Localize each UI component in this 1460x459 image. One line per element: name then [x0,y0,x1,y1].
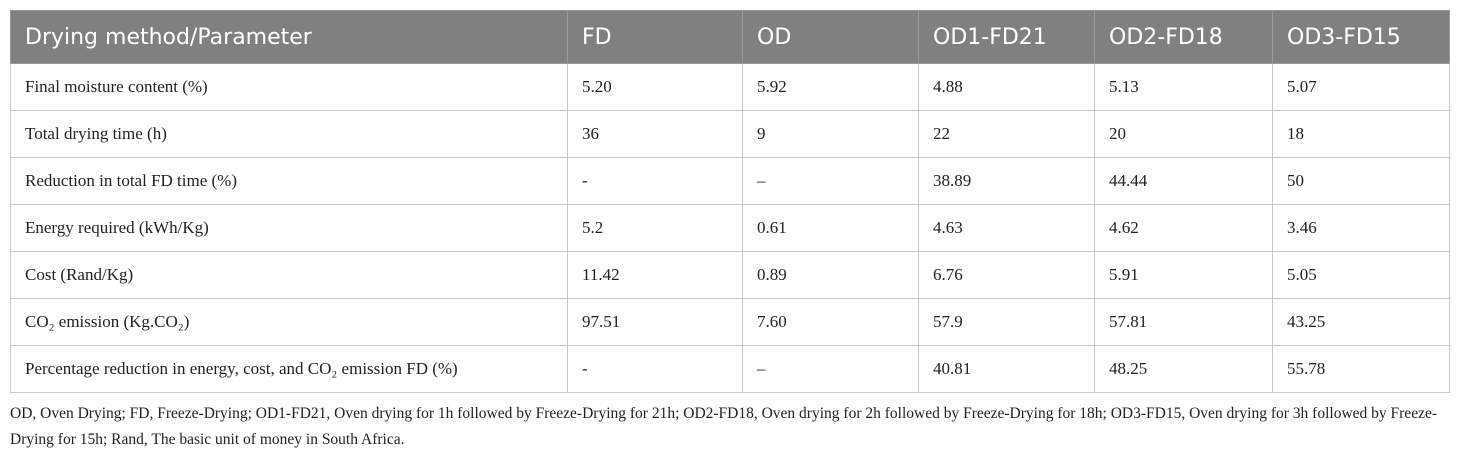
table-cell: Cost (Rand/Kg) [10,251,568,299]
table-cell: Reduction in total FD time (%) [10,157,568,205]
table-row: Reduction in total FD time (%) - –38.89 44.… [10,157,1450,205]
table-cell: 48.25 [1094,345,1273,393]
table-cell: 7.60 [742,298,919,346]
table-cell: 44.44 [1094,157,1273,205]
table-cell: 3.46 [1272,204,1450,252]
table-cell: - [567,157,743,205]
table-cell: Total drying time (h) [10,110,568,158]
table-cell: - [567,345,743,393]
table-cell: 5.07 [1272,63,1450,111]
table-cell: 5.92 [742,63,919,111]
table-cell: 36 [567,110,743,158]
table-cell: Energy required (kWh/Kg) [10,204,568,252]
table-cell: – [742,157,919,205]
footnote: OD, Oven Drying; FD, Freeze-Drying; OD1-… [10,405,1437,448]
table-cell: 22 [918,110,1095,158]
table-body: Final moisture content (%) 5.20 5.92 4.88 5.… [10,63,1450,393]
table-cell: 38.89 [918,157,1095,205]
table-row: CO₂ emission (Kg.CO₂) 97.51 7.60 57.9 57.81 4… [10,298,1450,346]
table-row: Total drying time (h) 36 9 22 20 18 [10,110,1450,158]
table-cell: 0.89 [742,251,919,299]
table-cell: 11.42 [567,251,743,299]
table-cell: 40.81 [918,345,1095,393]
header-cell: Drying method/Parameter [10,10,568,64]
table-cell: CO₂ emission (Kg.CO₂) [10,298,568,346]
table-cell: 43.25 [1272,298,1450,346]
table-cell: Final moisture content (%) [10,63,568,111]
header-cell: FD [567,10,743,64]
table-cell: 97.51 [567,298,743,346]
header-cell: OD2-FD18 [1094,10,1273,64]
table-cell: 20 [1094,110,1273,158]
table-cell: 4.88 [918,63,1095,111]
table-cell: 5.20 [567,63,743,111]
header-cell: OD1-FD21 [918,10,1095,64]
table-cell: 55.78 [1272,345,1450,393]
table-row: Energy required (kWh/Kg) 5.2 0.61 4.63 4.62 3… [10,204,1450,252]
table-cell: 57.81 [1094,298,1273,346]
table-cell: 9 [742,110,919,158]
table-cell: Percentage reduction in energy, cost, an… [10,345,568,393]
table-cell: 5.05 [1272,251,1450,299]
table-cell: 5.2 [567,204,743,252]
table-cell: 4.63 [918,204,1095,252]
table-cell: – [742,345,919,393]
table-row: Percentage reduction in energy, cost, an… [10,345,1450,393]
table-row: Cost (Rand/Kg) 11.42 0.89 6.76 5.91 5.05 [10,251,1450,299]
table: Drying method/Parameter FD OD OD1-FD21 OD2-F… [10,10,1450,393]
table-cell: 18 [1272,110,1450,158]
header-cell: OD [742,10,919,64]
header-row: Drying method/Parameter FD OD OD1-FD21 OD2-F… [10,10,1450,64]
table-cell: 6.76 [918,251,1095,299]
table-row: Final moisture content (%) 5.20 5.92 4.88 5.… [10,63,1450,111]
table-cell: 57.9 [918,298,1095,346]
table-cell: 0.61 [742,204,919,252]
table-wrap: Drying method/Parameter FD OD OD1-FD21 OD2-F… [10,10,1450,393]
table-cell: 5.13 [1094,63,1273,111]
table-cell: 5.91 [1094,251,1273,299]
header-cell: OD3-FD15 [1272,10,1450,64]
table-cell: 4.62 [1094,204,1273,252]
table-cell: 50 [1272,157,1450,205]
